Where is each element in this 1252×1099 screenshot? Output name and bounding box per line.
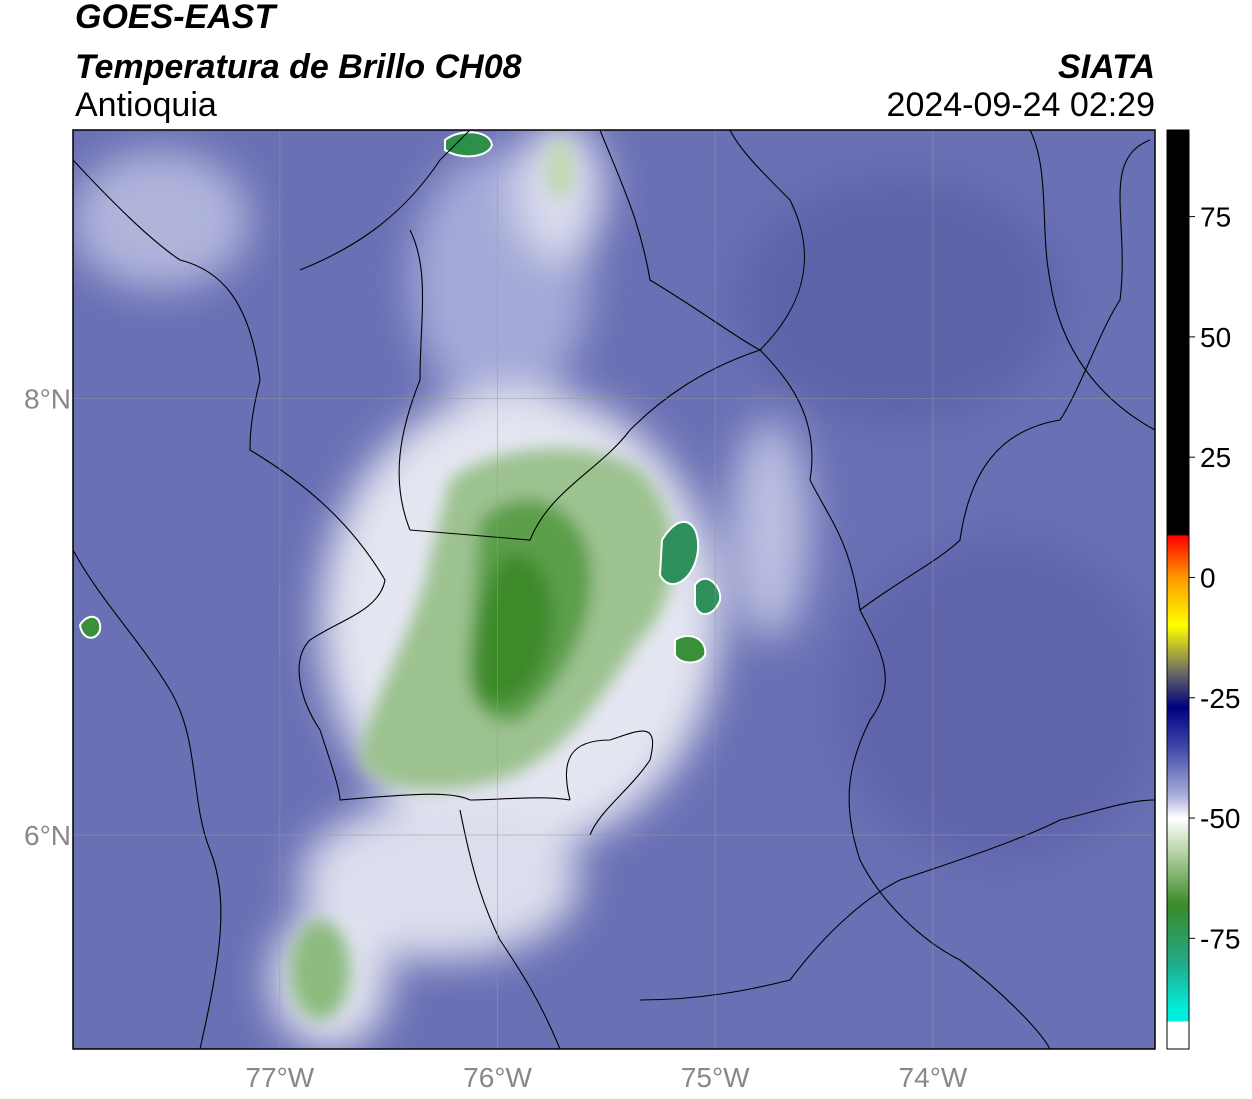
x-tick-label: 74°W bbox=[899, 1062, 968, 1093]
x-tick-label: 75°W bbox=[681, 1062, 750, 1093]
satellite-image bbox=[73, 130, 1155, 1049]
y-tick-label: 6°N bbox=[24, 820, 71, 851]
colorbar bbox=[1166, 129, 1190, 1050]
map-frame bbox=[72, 129, 1156, 1050]
title: GOES-EAST bbox=[75, 0, 278, 36]
grid bbox=[73, 130, 1155, 1049]
y-tick-label: 8°N bbox=[24, 383, 71, 414]
source: SIATA bbox=[1058, 48, 1155, 86]
colorbar-tick-label: -50 bbox=[1200, 803, 1240, 834]
colorbar-tick-label: -25 bbox=[1200, 683, 1240, 714]
colorbar-tick-label: -75 bbox=[1200, 923, 1240, 954]
colorbar-tick-label: 75 bbox=[1200, 202, 1231, 233]
borders bbox=[73, 130, 1155, 1049]
region: Antioquia bbox=[75, 86, 217, 124]
datetime: 2024-09-24 02:29 bbox=[887, 86, 1155, 124]
subtitle: Temperatura de Brillo CH08 bbox=[75, 48, 522, 86]
colorbar-tick-label: 0 bbox=[1200, 562, 1216, 593]
labels: 77°W 76°W 75°W 74°W 6°N 8°N -75 -50 -25 0 25 50 75 bbox=[24, 202, 1240, 1093]
x-tick-label: 77°W bbox=[245, 1062, 314, 1093]
colorbar-tick-label: 25 bbox=[1200, 442, 1231, 473]
x-tick-label: 76°W bbox=[463, 1062, 532, 1093]
colorbar-tick-label: 50 bbox=[1200, 322, 1231, 353]
